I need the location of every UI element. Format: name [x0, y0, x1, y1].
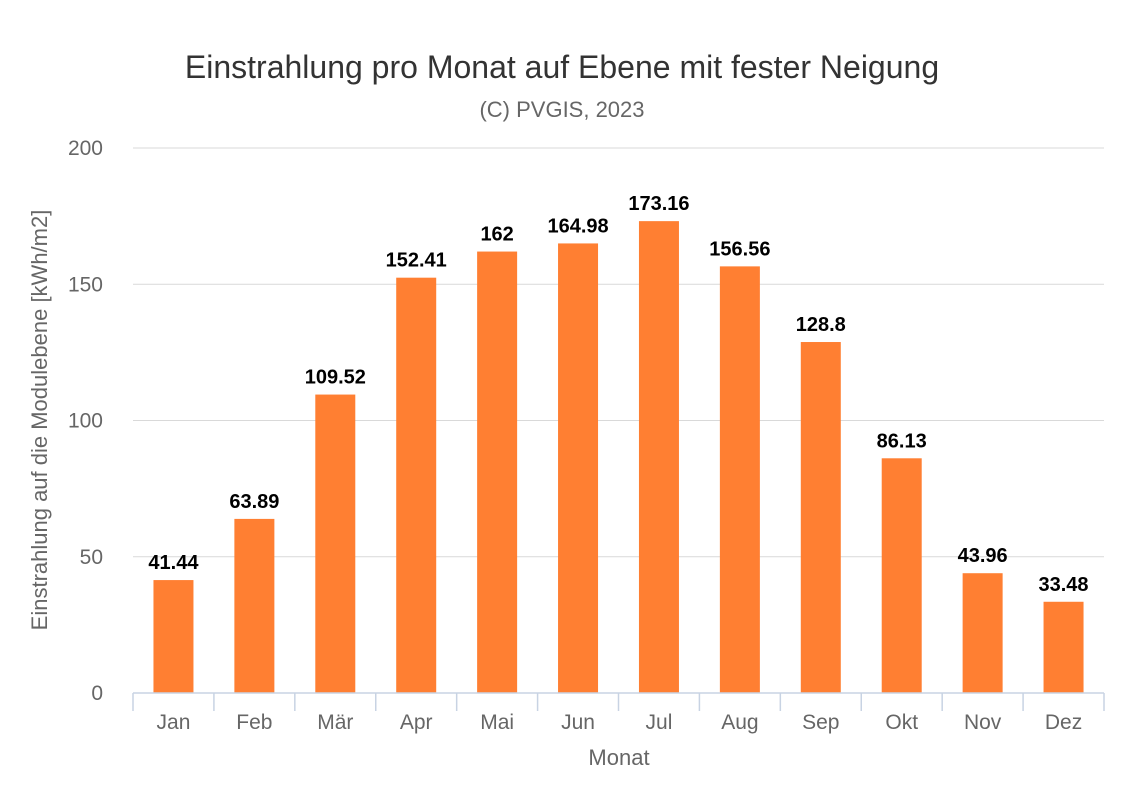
data-label: 63.89	[229, 491, 279, 513]
bar	[1043, 601, 1084, 693]
x-tick-label: Aug	[721, 711, 758, 734]
bar	[396, 277, 437, 693]
x-axis-ticks: Jan Feb Mär Apr Mai Jun Jul Aug Sep Okt Nov Dez	[132, 693, 1105, 734]
x-tick-label: Dez	[1045, 711, 1082, 734]
y-tick-label: 150	[68, 273, 103, 296]
x-tick-label: Apr	[400, 711, 433, 734]
y-tick-label: 0	[91, 682, 103, 705]
x-tick-label: Feb	[236, 711, 272, 734]
data-label: 41.44	[148, 552, 199, 574]
x-tick-label: Jun	[561, 711, 595, 734]
bar	[153, 580, 194, 693]
data-label: 164.98	[547, 215, 608, 237]
bar	[962, 573, 1003, 693]
data-label: 109.52	[305, 367, 366, 389]
data-label: 162	[480, 224, 513, 246]
bar	[558, 243, 599, 693]
x-tick-label: Okt	[885, 711, 918, 734]
y-axis-title: Einstrahlung auf die Modulebene [kWh/m2]	[27, 210, 52, 631]
data-labels: 41.44 63.89 109.52 152.41 162 164.98 173.16 156…	[148, 193, 1088, 596]
data-label: 173.16	[628, 193, 689, 215]
bars	[153, 221, 1084, 694]
data-label: 33.48	[1039, 574, 1089, 596]
bar	[719, 266, 760, 693]
bar	[315, 394, 356, 693]
data-label: 128.8	[796, 314, 846, 336]
data-label: 86.13	[877, 430, 927, 452]
y-tick-label: 200	[68, 137, 103, 160]
y-tick-label: 50	[80, 546, 103, 569]
y-tick-label: 100	[68, 410, 103, 433]
x-axis-title: Monat	[588, 745, 649, 770]
bar	[477, 251, 518, 694]
gridlines	[133, 147, 1104, 558]
chart-subtitle: (C) PVGIS, 2023	[479, 97, 644, 122]
x-tick-label: Mai	[480, 711, 514, 734]
chart-title: Einstrahlung pro Monat auf Ebene mit fes…	[185, 49, 939, 85]
bar	[234, 518, 275, 693]
x-tick-label: Nov	[964, 711, 1002, 734]
bar	[800, 342, 841, 693]
y-axis-ticks: 0 50 100 150 200	[68, 137, 103, 705]
bar	[638, 221, 679, 693]
x-tick-label: Jan	[157, 711, 191, 734]
data-label: 156.56	[709, 238, 770, 260]
data-label: 152.41	[386, 250, 447, 272]
x-tick-label: Sep	[802, 711, 839, 734]
bar	[881, 458, 922, 693]
x-tick-label: Jul	[646, 711, 673, 734]
data-label: 43.96	[958, 545, 1008, 567]
x-tick-label: Mär	[317, 711, 353, 734]
